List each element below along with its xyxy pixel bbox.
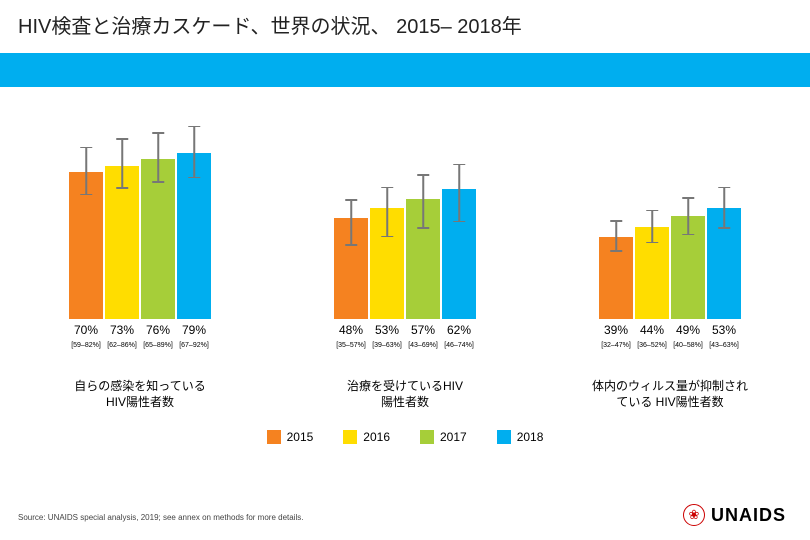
bar-group: 70%[59–82%]73%[62–86%]76%[65–89%]79%[67–… <box>40 109 240 319</box>
legend-label: 2017 <box>440 430 467 444</box>
category-label: 体内のウィルス量が抑制されている HIV陽性者数 <box>570 379 770 410</box>
error-bar <box>350 199 352 245</box>
bar-value: 44% <box>635 323 669 337</box>
bar-ci: [62–86%] <box>105 342 139 349</box>
bar-ci: [39–63%] <box>370 342 404 349</box>
error-bar <box>723 187 725 229</box>
bar-2018: 62%[46–74%] <box>442 189 476 319</box>
error-bar <box>386 187 388 237</box>
title-band: HIV検査と治療カスケード、世界の状況、 2015– 2018年 <box>0 0 810 53</box>
bar-ci: [59–82%] <box>69 342 103 349</box>
chart-wrap: 70%[59–82%]73%[62–86%]76%[65–89%]79%[67–… <box>0 109 810 444</box>
legend-label: 2018 <box>517 430 544 444</box>
logo-text: UNAIDS <box>711 505 786 526</box>
legend: 2015 2016 2017 2018 <box>40 430 770 444</box>
logo-icon: ❀ <box>683 504 705 526</box>
bar-ci: [40–58%] <box>671 342 705 349</box>
legend-item-2017: 2017 <box>420 430 467 444</box>
error-bar <box>85 147 87 195</box>
error-bar <box>458 164 460 223</box>
bar-2016: 44%[36–52%] <box>635 227 669 319</box>
bar-2018: 53%[43–63%] <box>707 208 741 319</box>
legend-swatch <box>343 430 357 444</box>
bar-ci: [43–69%] <box>406 342 440 349</box>
error-bar <box>121 138 123 188</box>
bar-2017: 57%[43–69%] <box>406 199 440 319</box>
bar-2016: 73%[62–86%] <box>105 166 139 319</box>
bar-value: 73% <box>105 323 139 337</box>
bar-2017: 49%[40–58%] <box>671 216 705 319</box>
bar-ci: [46–74%] <box>442 342 476 349</box>
bar-group: 39%[32–47%]44%[36–52%]49%[40–58%]53%[43–… <box>570 109 770 319</box>
error-bar <box>651 210 653 244</box>
bar-ci: [36–52%] <box>635 342 669 349</box>
legend-item-2016: 2016 <box>343 430 390 444</box>
bar-value: 53% <box>370 323 404 337</box>
category-label: 自らの感染を知っているHIV陽性者数 <box>40 379 240 410</box>
legend-item-2015: 2015 <box>267 430 314 444</box>
source-note: Source: UNAIDS special analysis, 2019; s… <box>18 513 303 522</box>
bar-ci: [65–89%] <box>141 342 175 349</box>
bar-value: 79% <box>177 323 211 337</box>
unaids-logo: ❀ UNAIDS <box>683 504 786 526</box>
bar-ci: [32–47%] <box>599 342 633 349</box>
legend-swatch <box>497 430 511 444</box>
page-title: HIV検査と治療カスケード、世界の状況、 2015– 2018年 <box>18 10 792 39</box>
legend-label: 2015 <box>287 430 314 444</box>
bar-value: 62% <box>442 323 476 337</box>
error-bar <box>157 132 159 182</box>
legend-label: 2016 <box>363 430 390 444</box>
bar-value: 70% <box>69 323 103 337</box>
bar-value: 49% <box>671 323 705 337</box>
error-bar <box>615 220 617 252</box>
bar-ci: [35–57%] <box>334 342 368 349</box>
legend-swatch <box>267 430 281 444</box>
error-bar <box>687 197 689 235</box>
bar-group: 48%[35–57%]53%[39–63%]57%[43–69%]62%[46–… <box>305 109 505 319</box>
bar-value: 53% <box>707 323 741 337</box>
category-label: 治療を受けているHIV陽性者数 <box>305 379 505 410</box>
bar-chart: 70%[59–82%]73%[62–86%]76%[65–89%]79%[67–… <box>40 109 770 319</box>
bar-2015: 39%[32–47%] <box>599 237 633 319</box>
legend-item-2018: 2018 <box>497 430 544 444</box>
bar-2016: 53%[39–63%] <box>370 208 404 319</box>
legend-swatch <box>420 430 434 444</box>
bar-2018: 79%[67–92%] <box>177 153 211 319</box>
blue-band <box>0 53 810 87</box>
category-labels: 自らの感染を知っているHIV陽性者数 治療を受けているHIV陽性者数 体内のウィルス… <box>40 379 770 410</box>
error-bar <box>422 174 424 229</box>
error-bar <box>193 126 195 179</box>
bar-value: 76% <box>141 323 175 337</box>
bar-value: 48% <box>334 323 368 337</box>
bar-2015: 70%[59–82%] <box>69 172 103 319</box>
bar-2017: 76%[65–89%] <box>141 159 175 319</box>
bar-value: 39% <box>599 323 633 337</box>
bar-value: 57% <box>406 323 440 337</box>
bar-2015: 48%[35–57%] <box>334 218 368 319</box>
bar-ci: [43–63%] <box>707 342 741 349</box>
bar-ci: [67–92%] <box>177 342 211 349</box>
